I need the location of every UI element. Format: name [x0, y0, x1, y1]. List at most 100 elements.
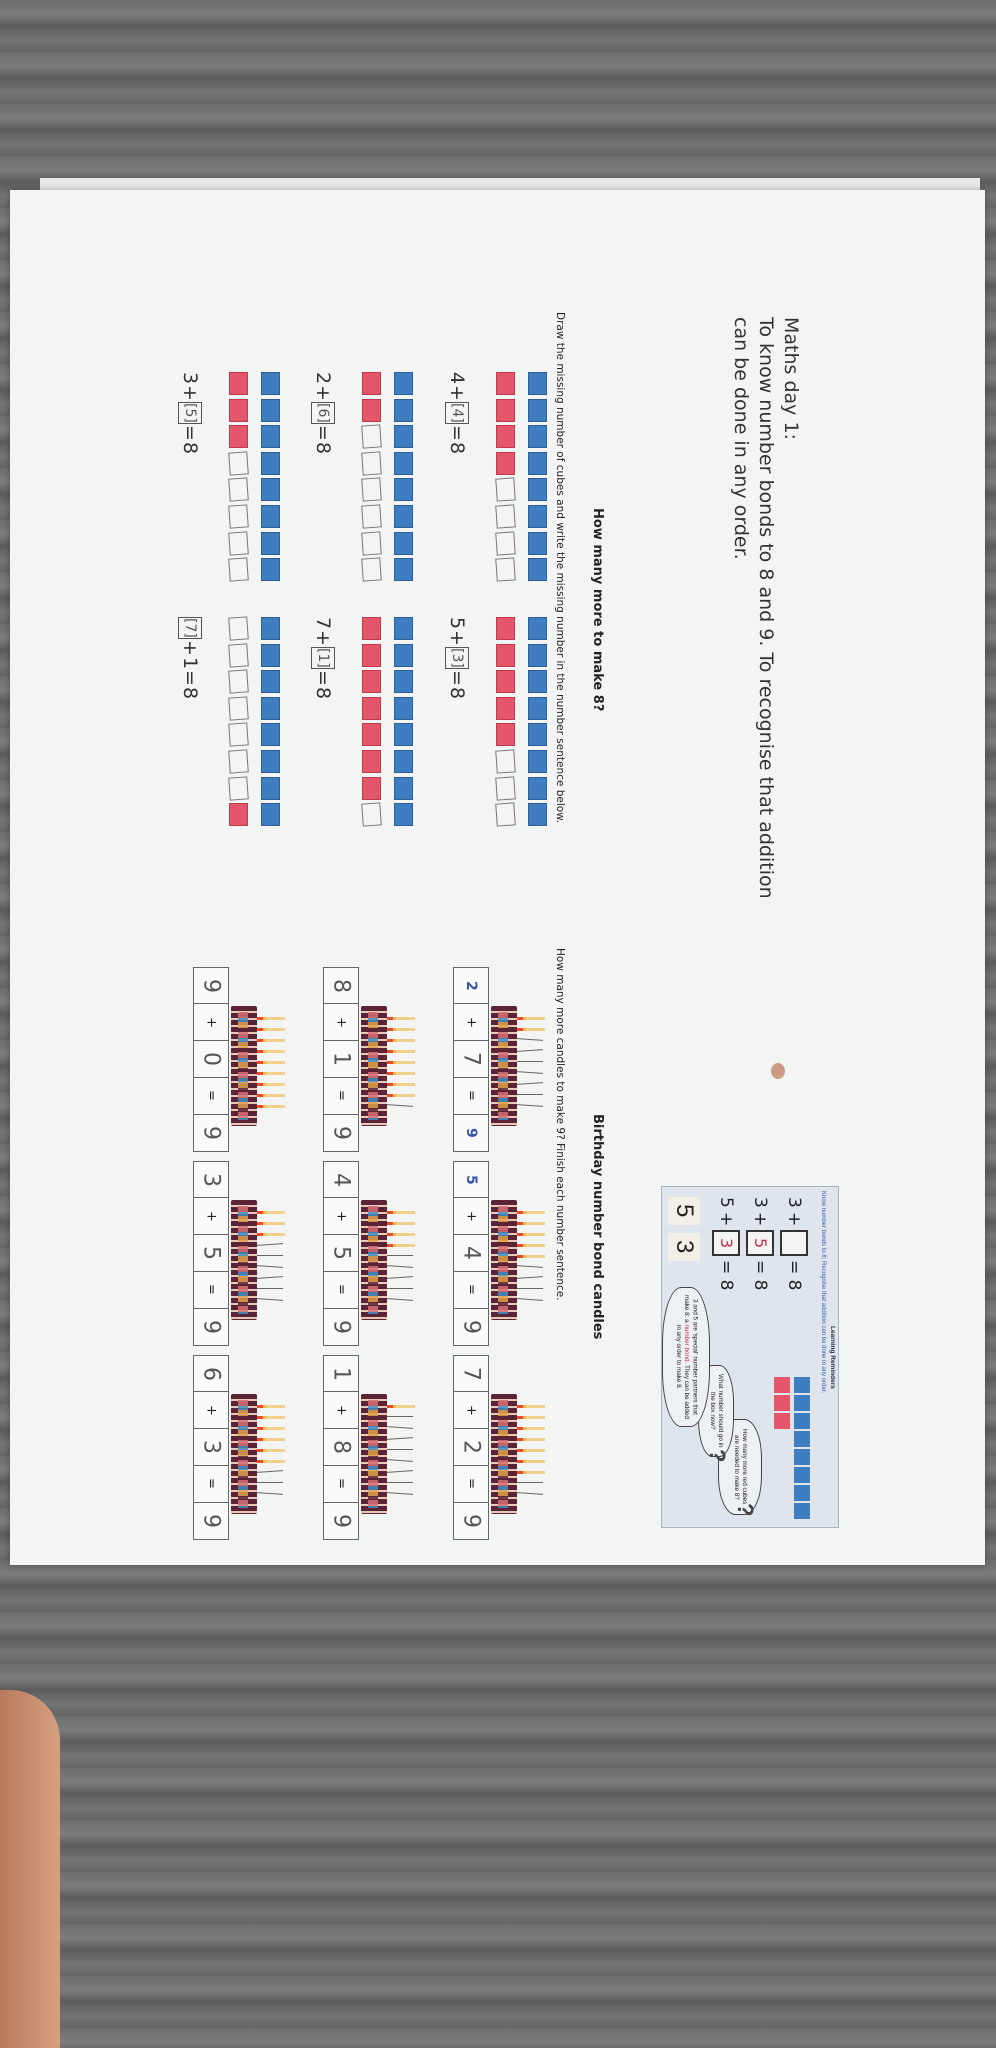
answer-cell[interactable]: 5	[193, 1234, 229, 1273]
printed-candle	[257, 1437, 285, 1441]
number-sentence-boxes: 4 +5 = 9	[323, 1160, 359, 1346]
number-sentence: 2 + [6] = 8	[311, 372, 335, 454]
drawn-cube	[495, 749, 516, 774]
answer-box[interactable]: [3]	[445, 647, 469, 669]
candle-problem: 2 +7 = 9	[453, 966, 555, 1158]
answer-cell[interactable]: 4	[323, 1160, 359, 1199]
answer-cell[interactable]: 9	[453, 1501, 489, 1540]
drawn-cube	[495, 530, 516, 556]
answer-cell[interactable]: 9	[193, 966, 229, 1005]
candle-problem: 9 +0 = 9	[193, 966, 295, 1158]
title-line-2: To know number bonds to 8 and 9. To reco…	[755, 317, 777, 899]
number-card: 3	[668, 1233, 700, 1261]
answer-cell[interactable]: 9	[323, 1113, 359, 1152]
blue-cube	[394, 803, 413, 827]
blue-cube	[261, 505, 280, 528]
title-line-3: can be done in any order.	[730, 317, 752, 560]
drawn-candle	[387, 1481, 413, 1483]
answer-cell[interactable]: 6	[193, 1354, 229, 1393]
printed-candle	[517, 1437, 545, 1441]
number-sentence-boxes: 8 +1 = 9	[323, 966, 359, 1152]
answer-cell[interactable]: 9	[453, 1113, 489, 1152]
operator-cell: +	[323, 1391, 359, 1430]
blue-cube	[794, 1503, 810, 1519]
drawn-cube	[361, 802, 382, 827]
drawn-cube	[361, 557, 382, 582]
answer-cell[interactable]: 2	[453, 1428, 489, 1467]
red-cube	[229, 803, 248, 827]
drawn-candle	[256, 1469, 284, 1473]
cake-decoration	[498, 1206, 508, 1314]
answer-cell[interactable]: 1	[323, 1354, 359, 1393]
answer-box[interactable]: [6]	[311, 402, 335, 424]
drawn-candle	[516, 1070, 544, 1074]
answer-cell[interactable]: 2	[453, 966, 489, 1005]
operator-cell: +	[193, 1197, 229, 1236]
answer-cell[interactable]: 8	[323, 966, 359, 1005]
blue-cube	[261, 451, 280, 475]
blue-cube	[394, 478, 413, 502]
answer-cell[interactable]: 4	[453, 1234, 489, 1273]
answer-cell[interactable]: 9	[193, 1501, 229, 1540]
answer-cell[interactable]: 1	[323, 1040, 359, 1079]
drawn-candle	[516, 1491, 544, 1495]
blue-cube	[394, 723, 413, 747]
red-cube	[362, 670, 381, 694]
blue-cube	[794, 1413, 810, 1429]
equation-part: 1	[179, 656, 201, 669]
worksheet-page: Maths day 1: To know number bonds to 8 a…	[10, 190, 985, 1565]
answer-box[interactable]: [1]	[311, 647, 335, 669]
printed-candle	[387, 1093, 415, 1097]
answer-cell[interactable]: 5	[323, 1234, 359, 1273]
answer-cell[interactable]: 5	[453, 1160, 489, 1199]
answer-cell[interactable]: 3	[193, 1160, 229, 1199]
red-cube	[774, 1413, 790, 1429]
printed-candle	[517, 1415, 545, 1419]
printed-candle	[387, 1027, 415, 1031]
drawn-cube	[228, 669, 249, 694]
printed-candle	[517, 1426, 545, 1430]
answer-cell[interactable]: 8	[323, 1428, 359, 1467]
number-sentence: 5 + [3] = 8	[445, 617, 469, 699]
cake-decoration	[238, 1012, 248, 1120]
number-sentence-boxes: 2 +7 = 9	[453, 966, 489, 1152]
equation-part: 8	[312, 686, 334, 699]
red-cube	[496, 617, 515, 640]
drawn-candle	[386, 1436, 414, 1440]
answer-cell[interactable]: 9	[193, 1113, 229, 1152]
equation-part: =	[446, 424, 468, 441]
birthday-cake	[491, 1006, 517, 1126]
printed-candle	[257, 1232, 285, 1236]
drawn-candle	[257, 1254, 283, 1256]
answer-cell[interactable]: 7	[453, 1040, 489, 1079]
drawn-cube	[495, 477, 516, 503]
red-cube	[774, 1395, 790, 1411]
drawn-candle	[386, 1275, 414, 1279]
answer-cell[interactable]: 9	[453, 1307, 489, 1346]
equation-part: =	[312, 424, 334, 441]
drawn-candle	[517, 1093, 543, 1095]
answer-box[interactable]: [5]	[178, 402, 202, 424]
drawn-candle	[386, 1425, 414, 1429]
blue-cube	[528, 723, 547, 747]
blue-cube	[528, 617, 547, 640]
answer-cell[interactable]: 7	[453, 1354, 489, 1393]
number-sentence-boxes: 7 +2 = 9	[453, 1354, 489, 1540]
answer-cell[interactable]: 3	[193, 1428, 229, 1467]
printed-candle	[257, 1404, 285, 1408]
cake-decoration	[498, 1012, 508, 1120]
red-cube	[496, 723, 515, 747]
cake-decoration	[368, 1206, 378, 1314]
red-cube	[229, 398, 248, 422]
operator-cell: +	[193, 1391, 229, 1430]
answer-box[interactable]: [7]	[178, 617, 202, 639]
answer-cell[interactable]: 9	[193, 1307, 229, 1346]
blue-cube	[528, 531, 547, 555]
answer-cell[interactable]: 0	[193, 1040, 229, 1079]
answer-cell[interactable]: 9	[323, 1307, 359, 1346]
drawn-candle	[387, 1448, 413, 1450]
blue-cube	[794, 1431, 810, 1447]
answer-box[interactable]: [4]	[445, 402, 469, 424]
answer-cell[interactable]: 9	[323, 1501, 359, 1540]
drawn-candle	[256, 1491, 284, 1495]
